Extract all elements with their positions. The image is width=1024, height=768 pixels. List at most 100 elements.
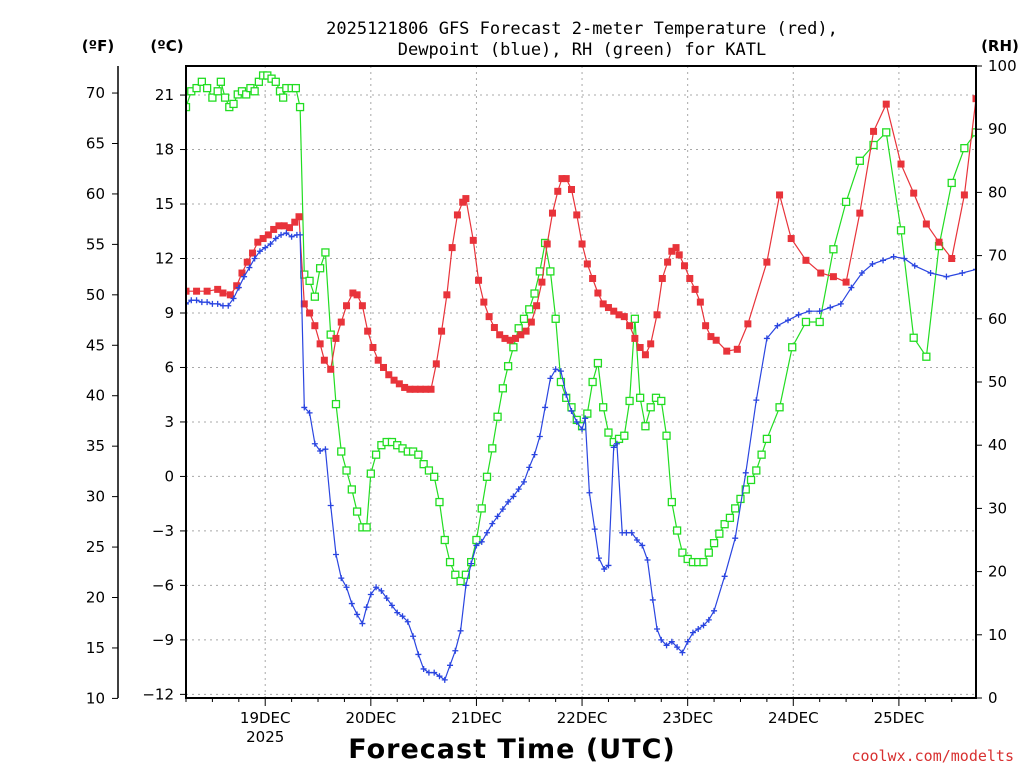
temperature-point	[374, 356, 382, 364]
dewpoint-point	[388, 602, 395, 609]
temperature-point	[233, 282, 241, 290]
dewpoint-point	[927, 270, 934, 277]
temperature-point	[416, 385, 424, 393]
dewpoint-point	[204, 299, 211, 306]
dewpoint-point	[668, 638, 675, 645]
temperature-point	[219, 289, 227, 297]
dewpoint-point	[332, 551, 339, 558]
temperature-point	[910, 189, 918, 197]
dewpoint-point	[246, 264, 253, 271]
rh-point	[440, 535, 449, 545]
dewpoint-point	[415, 651, 422, 658]
dewpoint-point	[468, 560, 475, 567]
dewpoint-point	[420, 665, 427, 672]
rh-tick-label: 80	[988, 183, 1007, 201]
dewpoint-point	[256, 248, 263, 255]
fahrenheit-tick-label: 45	[86, 336, 105, 354]
temperature-point	[882, 100, 890, 108]
temperature-point	[364, 327, 372, 335]
temperature-point	[664, 258, 672, 266]
temperature-point	[337, 318, 345, 326]
dewpoint-point	[484, 529, 491, 536]
fahrenheit-tick-label: 25	[86, 538, 105, 556]
fahrenheit-tick-label: 40	[86, 387, 105, 405]
fahrenheit-tick-label: 70	[86, 84, 105, 102]
fahrenheit-unit-label: (ºF)	[82, 37, 114, 55]
dewpoint-point	[311, 440, 318, 447]
temperature-point	[829, 273, 837, 281]
temperature-point	[214, 285, 222, 293]
dewpoint-point	[288, 233, 295, 240]
fahrenheit-tick-label: 55	[86, 235, 105, 253]
dewpoint-point	[317, 448, 324, 455]
temperature-point	[658, 274, 666, 282]
rh-point	[216, 77, 226, 86]
rh-point	[869, 140, 878, 150]
rh-point	[514, 324, 523, 333]
rh-point	[551, 314, 560, 323]
temperature-point	[948, 255, 956, 263]
temperature-point	[411, 385, 419, 393]
celsius-unit-label: (ºC)	[150, 37, 183, 55]
dewpoint-point	[272, 235, 279, 242]
dewpoint-point	[827, 304, 834, 311]
dewpoint-point	[959, 270, 966, 277]
rh-tick-label: 90	[988, 120, 1007, 138]
rh-point	[208, 93, 217, 102]
temperature-point	[438, 327, 446, 335]
rh-point	[662, 431, 671, 440]
temperature-point	[533, 302, 541, 310]
celsius-tick-label: −9	[152, 631, 174, 649]
rh-point	[625, 396, 634, 406]
dewpoint-point	[536, 433, 543, 440]
rh-point	[841, 197, 851, 207]
rh-point	[220, 93, 230, 102]
dewpoint-point	[753, 397, 760, 404]
dewpoint-point	[628, 529, 635, 536]
temperature-point	[681, 262, 689, 270]
dewpoint-point	[711, 607, 718, 614]
dewpoint-point	[425, 669, 432, 676]
dewpoint-point	[452, 647, 459, 654]
dewpoint-point	[795, 311, 802, 318]
temperature-point	[776, 191, 784, 199]
dewpoint-point	[505, 498, 512, 505]
dewpoint-point	[601, 566, 608, 573]
rh-point	[424, 466, 434, 475]
temperature-point	[583, 260, 591, 268]
x-axis-title: Forecast Time (UTC)	[348, 734, 675, 765]
dewpoint-point	[338, 575, 345, 582]
rh-point	[352, 507, 362, 516]
celsius-tick-label: 15	[155, 195, 174, 213]
dewpoint-point	[605, 562, 612, 569]
rh-point	[746, 475, 756, 485]
temperature-point	[631, 334, 639, 342]
rh-point	[430, 472, 439, 481]
rh-point	[752, 466, 761, 475]
temperature-point	[385, 371, 393, 379]
temperature-point	[517, 331, 525, 339]
rh-axis: 0 10 20 30 40 50 60 70 80 90 100	[976, 57, 1017, 707]
temperature-point	[459, 198, 467, 206]
rh-point	[678, 548, 687, 557]
celsius-tick-label: 21	[155, 86, 174, 104]
dewpoint-point	[573, 418, 580, 425]
dewpoint-point	[973, 266, 976, 273]
dewpoint-point	[649, 596, 656, 603]
rh-point	[456, 576, 465, 586]
rh-point	[882, 128, 891, 137]
rh-point	[477, 504, 486, 513]
dewpoint-point	[547, 375, 554, 382]
dewpoint-point	[478, 538, 485, 545]
temperature-point	[453, 211, 461, 219]
temperature-point	[369, 343, 377, 351]
dewpoint-point	[531, 451, 538, 458]
temperature-point	[554, 187, 562, 195]
rh-point	[736, 494, 745, 504]
dewpoint-point	[774, 322, 781, 329]
temperature-point	[733, 345, 741, 353]
dewpoint-point	[225, 302, 232, 309]
rh-tick-label: 0	[988, 689, 998, 707]
